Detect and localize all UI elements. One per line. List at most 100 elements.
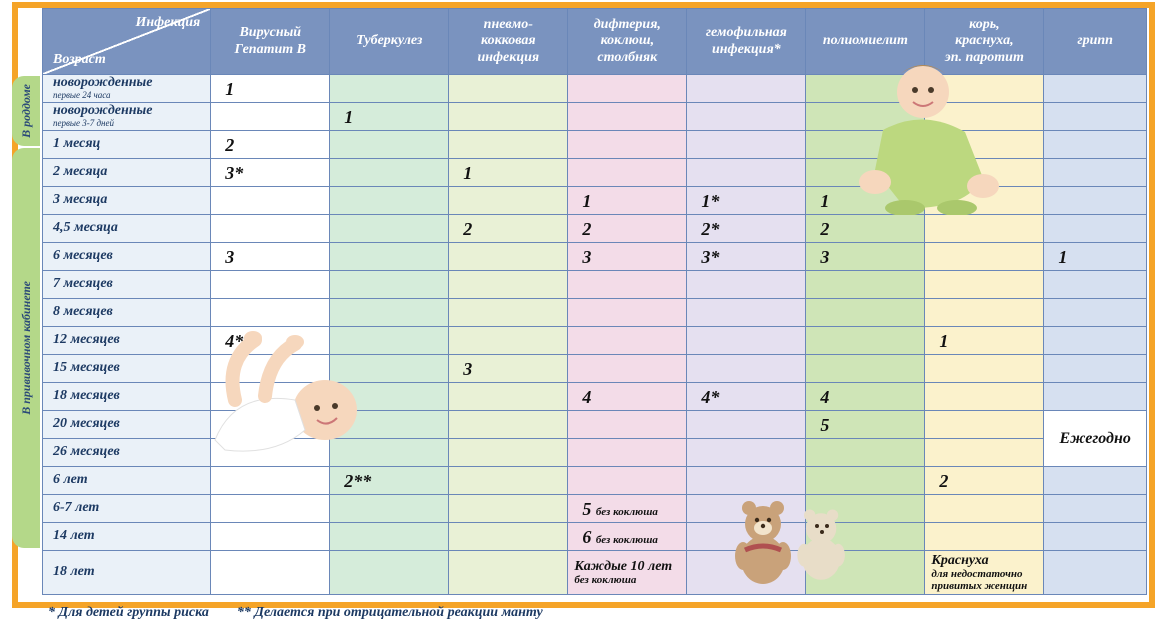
cell-hib	[687, 327, 806, 355]
cell-tb	[330, 215, 449, 243]
age-cell: 20 месяцев	[43, 411, 211, 439]
cell-mmr	[925, 271, 1044, 299]
cell-hepb	[211, 355, 330, 383]
footnote: * Для детей группы риска	[48, 605, 209, 620]
col-hib: гемофильнаяинфекция*	[687, 9, 806, 75]
cell-tb	[330, 495, 449, 523]
cell-tb	[330, 355, 449, 383]
cell-flu	[1044, 271, 1147, 299]
cell-hib	[687, 299, 806, 327]
cell-pneumo	[449, 327, 568, 355]
cell-hepb	[211, 551, 330, 595]
cell-tb	[330, 327, 449, 355]
cell-tb: 1	[330, 103, 449, 131]
cell-tb	[330, 243, 449, 271]
cell-dtp	[568, 299, 687, 327]
cell-polio	[806, 299, 925, 327]
side-tab-label: В прививочном кабинете	[19, 281, 34, 415]
corner-bottom: Возраст	[53, 52, 106, 68]
age-cell: 3 месяца	[43, 187, 211, 215]
cell-polio	[806, 523, 925, 551]
age-cell: 6 месяцев	[43, 243, 211, 271]
cell-dtp: 5 без коклюша	[568, 495, 687, 523]
cell-hib: 3*	[687, 243, 806, 271]
cell-pneumo	[449, 523, 568, 551]
cell-hib: 2*	[687, 215, 806, 243]
cell-mmr	[925, 131, 1044, 159]
cell-dtp	[568, 75, 687, 103]
cell-hepb	[211, 271, 330, 299]
age-cell: 2 месяца	[43, 159, 211, 187]
cell-pneumo	[449, 75, 568, 103]
footnotes: * Для детей группы риска** Делается при …	[18, 595, 1149, 621]
cell-dtp	[568, 467, 687, 495]
cell-polio	[806, 103, 925, 131]
age-cell: 18 лет	[43, 551, 211, 595]
cell-polio: 3	[806, 243, 925, 271]
cell-hib	[687, 467, 806, 495]
cell-tb: 2**	[330, 467, 449, 495]
col-pneumo: пневмо-кокковаяинфекция	[449, 9, 568, 75]
cell-polio	[806, 551, 925, 595]
corner-cell: ИнфекцияВозраст	[43, 9, 211, 75]
cell-flu: 1	[1044, 243, 1147, 271]
cell-polio: 4	[806, 383, 925, 411]
cell-mmr	[925, 187, 1044, 215]
cell-pneumo: 1	[449, 159, 568, 187]
cell-hib	[687, 159, 806, 187]
cell-polio	[806, 327, 925, 355]
cell-hepb	[211, 299, 330, 327]
cell-flu	[1044, 383, 1147, 411]
cell-flu	[1044, 159, 1147, 187]
cell-hepb: 3*	[211, 159, 330, 187]
cell-polio	[806, 439, 925, 467]
side-tab-maternity: В роддоме	[12, 76, 40, 146]
cell-flu	[1044, 215, 1147, 243]
col-polio: полиомиелит	[806, 9, 925, 75]
cell-tb	[330, 131, 449, 159]
cell-flu	[1044, 103, 1147, 131]
cell-tb	[330, 551, 449, 595]
age-cell: 7 месяцев	[43, 271, 211, 299]
cell-dtp	[568, 103, 687, 131]
cell-pneumo	[449, 495, 568, 523]
col-mmr: корь,краснуха,эп. паротит	[925, 9, 1044, 75]
cell-hib	[687, 131, 806, 159]
cell-tb	[330, 187, 449, 215]
cell-dtp	[568, 131, 687, 159]
side-tab-label: В роддоме	[19, 84, 34, 138]
cell-mmr	[925, 103, 1044, 131]
cell-dtp	[568, 355, 687, 383]
cell-hepb	[211, 215, 330, 243]
age-cell: 26 месяцев	[43, 439, 211, 467]
cell-hib	[687, 75, 806, 103]
cell-pneumo	[449, 551, 568, 595]
cell-flu	[1044, 551, 1147, 595]
cell-mmr	[925, 299, 1044, 327]
vaccination-table: ИнфекцияВозрастВирусныйГепатит ВТуберкул…	[42, 8, 1147, 595]
cell-dtp	[568, 159, 687, 187]
cell-hib	[687, 495, 806, 523]
cell-flu	[1044, 327, 1147, 355]
side-tab-clinic: В прививочном кабинете	[12, 148, 40, 548]
cell-mmr	[925, 411, 1044, 439]
cell-tb	[330, 383, 449, 411]
age-cell: 6 лет	[43, 467, 211, 495]
cell-mmr: 2	[925, 467, 1044, 495]
cell-pneumo	[449, 243, 568, 271]
cell-hepb	[211, 495, 330, 523]
age-cell: 6-7 лет	[43, 495, 211, 523]
cell-hib: 1*	[687, 187, 806, 215]
cell-tb	[330, 271, 449, 299]
cell-flu	[1044, 355, 1147, 383]
cell-dtp: Каждые 10 летбез коклюша	[568, 551, 687, 595]
cell-hepb	[211, 411, 330, 439]
cell-mmr: 1	[925, 327, 1044, 355]
cell-tb	[330, 159, 449, 187]
cell-tb	[330, 411, 449, 439]
cell-polio	[806, 495, 925, 523]
cell-tb	[330, 439, 449, 467]
cell-mmr	[925, 439, 1044, 467]
cell-hepb	[211, 523, 330, 551]
cell-hib	[687, 523, 806, 551]
